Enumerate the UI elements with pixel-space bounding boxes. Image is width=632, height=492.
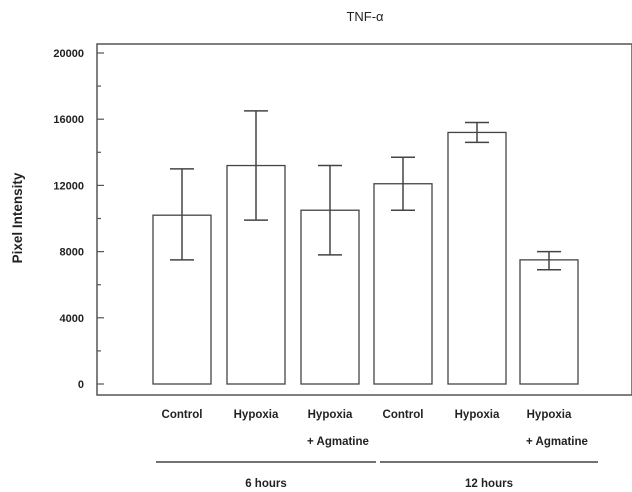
category-label: Control	[383, 409, 424, 421]
bar	[447, 131, 507, 385]
y-tick-label: 16000	[53, 114, 84, 126]
category-label-sub: + Agmatine	[526, 436, 588, 448]
y-axis-label: Pixel Intensity	[10, 172, 25, 263]
y-tick-label: 8000	[60, 247, 84, 259]
group-label: 12 hours	[465, 478, 513, 490]
category-label: Hypoxia	[308, 409, 353, 421]
y-tick-label: 12000	[53, 180, 84, 192]
category-label: Hypoxia	[234, 409, 279, 421]
bar	[373, 183, 433, 385]
bar	[519, 259, 579, 385]
category-label: Hypoxia	[527, 409, 572, 421]
category-label: Control	[162, 409, 203, 421]
group-label: 6 hours	[245, 478, 287, 490]
y-tick-label: 4000	[60, 313, 84, 325]
category-label: Hypoxia	[455, 409, 500, 421]
plot-frame	[96, 43, 632, 396]
y-tick-label: 20000	[53, 48, 84, 60]
category-label-sub: + Agmatine	[307, 436, 369, 448]
chart-title: TNF-α	[346, 9, 384, 24]
y-tick-label: 0	[78, 379, 84, 391]
